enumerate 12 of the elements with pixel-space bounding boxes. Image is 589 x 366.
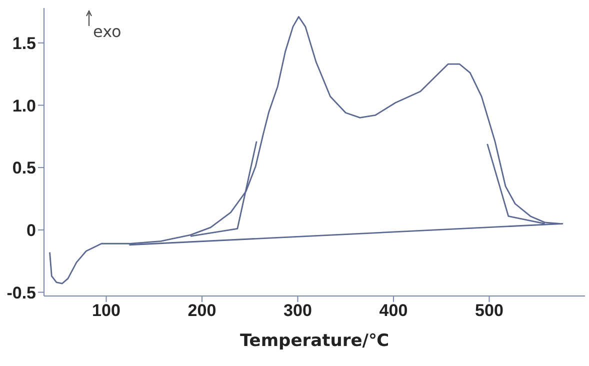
y-tick-label: 1.0 bbox=[12, 96, 36, 116]
annotation: exo bbox=[93, 22, 122, 41]
x-tick-label: 200 bbox=[188, 301, 216, 320]
y-tick-label: 0.5 bbox=[12, 158, 36, 178]
x-tick-label: 500 bbox=[475, 301, 504, 320]
x-tick-label: 300 bbox=[284, 301, 312, 320]
x-axis-title: Temperature/℃ bbox=[240, 331, 390, 351]
y-tick-label: 1.5 bbox=[12, 34, 36, 53]
y-tick-label: -0.5 bbox=[6, 283, 36, 302]
x-tick-label: 400 bbox=[379, 301, 408, 320]
x-tick-label: 100 bbox=[92, 301, 120, 320]
y-tick-label: 0 bbox=[26, 220, 36, 240]
